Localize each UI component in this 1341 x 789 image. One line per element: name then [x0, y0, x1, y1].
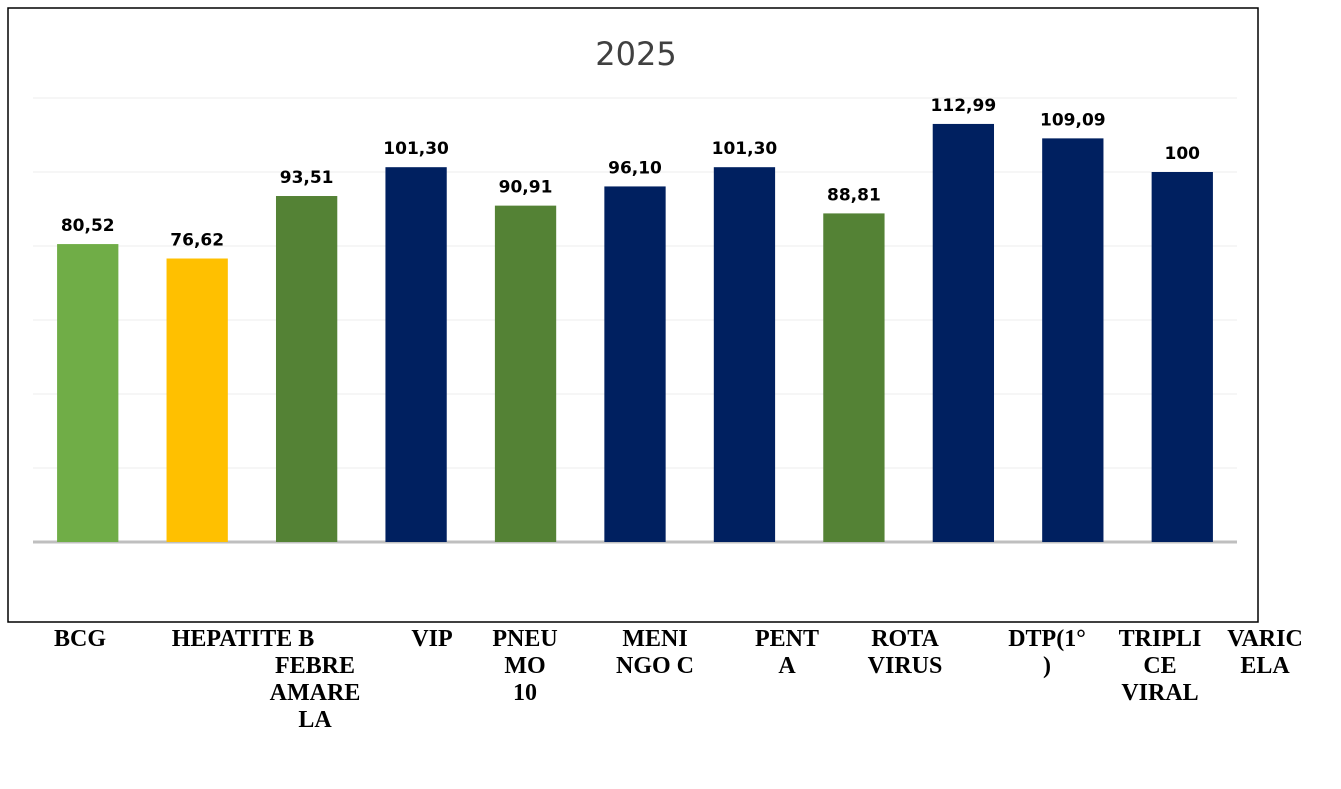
bar — [494, 205, 557, 542]
x-tick-label: VIP — [411, 626, 453, 652]
bar — [604, 186, 666, 542]
x-tick-label: HEPATITE B — [171, 626, 315, 652]
value-label: 96,10 — [608, 158, 662, 178]
value-label: 93,51 — [280, 168, 334, 188]
x-tick-label: TRIPLICE VIRAL — [1118, 626, 1202, 706]
value-label: 100 — [1165, 144, 1201, 164]
bar — [385, 167, 447, 542]
bar — [166, 258, 228, 542]
bar — [713, 167, 776, 542]
bar — [57, 244, 119, 543]
value-label: 101,30 — [383, 139, 449, 159]
value-label: 80,52 — [61, 216, 115, 236]
x-tick-label: PNEUMO 10 — [492, 626, 558, 706]
value-label: 88,81 — [827, 185, 881, 205]
x-tick-label: FEBRE AMARELA — [269, 653, 361, 733]
bar — [823, 213, 885, 542]
x-tick-label: VARICELA — [1227, 626, 1303, 679]
value-label: 90,91 — [499, 178, 553, 198]
value-label: 112,99 — [931, 96, 997, 116]
chart-title: 2025 — [595, 35, 676, 73]
value-label: 109,09 — [1040, 110, 1106, 130]
x-tick-label: PENTA — [754, 626, 819, 679]
x-tick-label: BCG — [53, 626, 106, 652]
bar — [275, 196, 338, 542]
x-tick-label: DTP(1°) — [1008, 626, 1086, 679]
bar — [1151, 172, 1213, 542]
bar — [1042, 138, 1104, 542]
bar — [932, 123, 995, 542]
x-tick-label: MENINGO C — [616, 626, 694, 679]
value-label: 101,30 — [712, 139, 778, 159]
value-label: 76,62 — [170, 231, 224, 251]
x-tick-label: ROTA VIRUS — [867, 626, 943, 679]
